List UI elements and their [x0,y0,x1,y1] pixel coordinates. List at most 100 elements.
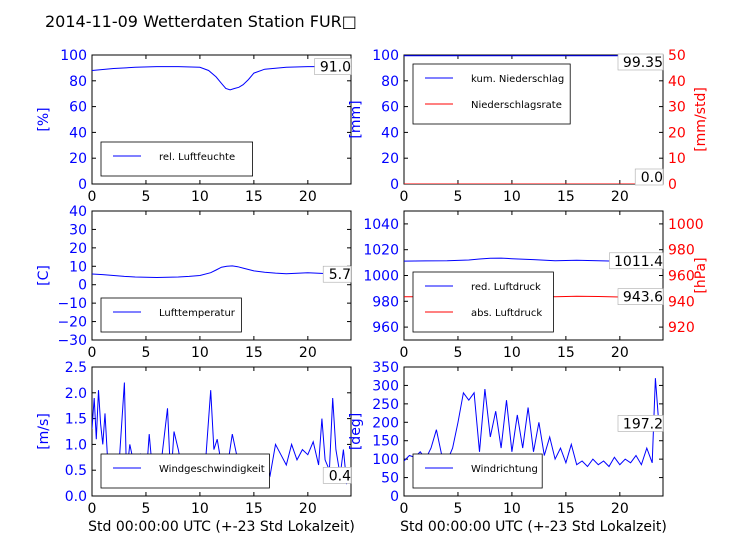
y-axis-label: [C] [36,265,52,286]
legend-label: rel. Luftfeuchte [159,152,235,163]
series-group [92,265,351,279]
x-tick-label: 10 [191,345,209,361]
x-tick-label: 10 [503,501,521,517]
y-tick-label: 1.0 [65,437,87,453]
x-tick-label: 5 [453,189,462,205]
y-tick-label: 300 [372,378,399,394]
x-tick-label: 15 [557,189,575,205]
x-tick-label: 15 [557,345,575,361]
last-value: 99.35 [623,55,663,71]
legend: kum. Niederschlag Niederschlagsrate [412,63,571,125]
series-group [92,382,351,486]
y2-tick-label: 960 [668,269,695,285]
y-tick-label: 20 [381,151,399,167]
last-value: 0.4 [329,468,351,484]
y2-tick-label: 50 [668,48,686,64]
y-tick-label: 200 [372,415,399,431]
last-value: 5.7 [329,267,351,283]
y-tick-label: 30 [69,222,87,238]
y-tick-label: 0 [78,177,87,193]
y2-tick-label: 0 [668,177,677,193]
y-tick-label: 80 [381,74,399,90]
series-line [92,66,351,91]
y-tick-label: −20 [57,315,87,331]
x-tick-label: 0 [88,501,97,517]
legend: rel. Luftfeuchte [100,141,254,177]
x-axis-label: Std 00:00:00 UTC (+-23 Std Lokalzeit) [400,519,667,535]
x-tick-label: 5 [141,501,150,517]
x-tick-label: 0 [400,345,409,361]
y-axis-label: [mm] [348,100,364,138]
x-tick-label: 0 [88,189,97,205]
x-tick-label: 20 [299,501,317,517]
y-tick-label: 1040 [363,217,399,233]
y-axis-label: [m/s] [36,413,52,450]
y2-tick-label: 20 [668,125,686,141]
series-group [92,66,351,91]
x-tick-label: 20 [611,345,629,361]
panel-pressure: 0 5 10 15 20 960 980 1000 1020 1040 920 940 960 980 10… [363,210,709,361]
y-tick-label: 1.5 [65,412,87,428]
legend-box [100,141,254,177]
x-tick-label: 15 [245,345,263,361]
y-tick-label: 0 [390,489,399,505]
y-tick-label: 60 [381,100,399,116]
y-axis-label: [%] [36,107,52,131]
y-tick-label: 60 [69,100,87,116]
y-tick-label: 150 [372,434,399,450]
legend-label: abs. Luftdruck [471,308,542,319]
y2-axis-label: [hPa] [693,257,709,293]
x-tick-label: 0 [400,501,409,517]
figure-title: 2014-11-09 Wetterdaten Station FUR□ [45,12,357,31]
legend-box [412,63,571,125]
y-tick-label: 250 [372,397,399,413]
y-tick-label: 40 [381,125,399,141]
y-tick-label: 0 [390,177,399,193]
x-tick-label: 20 [611,189,629,205]
legend: Windgeschwindigkeit [100,453,270,489]
series-line [92,382,351,486]
x-axis-label: Std 00:00:00 UTC (+-23 Std Lokalzeit) [88,519,355,535]
x-tick-label: 10 [503,345,521,361]
x-tick-label: 15 [245,189,263,205]
y-tick-label: 0 [78,278,87,294]
series-line [92,265,351,279]
legend: Lufttemperatur [100,297,242,333]
legend-label: kum. Niederschlag [471,74,564,85]
legend-label: Windrichtung [471,464,538,475]
x-tick-label: 5 [453,501,462,517]
last-value: 197.2 [623,416,663,432]
legend-label: Windgeschwindigkeit [159,464,265,475]
x-tick-label: 5 [141,189,150,205]
panel-temperature: 0 5 10 15 20 −30 −20 −10 0 10 20 30 40 [C] Lufttempera… [36,204,352,361]
y-tick-label: −30 [57,333,87,349]
x-tick-label: 20 [299,189,317,205]
x-tick-label: 0 [88,345,97,361]
y2-tick-label: 920 [668,320,695,336]
last-value: 91.0 [320,60,351,76]
y-tick-label: 2.0 [65,386,87,402]
y-tick-label: 0.5 [65,463,87,479]
y-tick-label: −10 [57,296,87,312]
panel-humidity: 0 5 10 15 20 0 20 40 60 80 100 [%] rel. Luftfeuchte 9… [36,48,352,205]
x-tick-label: 10 [191,189,209,205]
y-tick-label: 50 [381,471,399,487]
x-tick-label: 20 [299,345,317,361]
last-value-2-box [634,168,664,186]
y-tick-label: 980 [372,294,399,310]
legend-box [412,453,543,489]
legend-label: Lufttemperatur [159,308,236,319]
y-tick-label: 100 [372,48,399,64]
y-tick-label: 40 [69,125,87,141]
y-tick-label: 2.5 [65,360,87,376]
last-value-box [617,53,664,71]
y2-tick-label: 1000 [668,217,704,233]
y2-axis-label: [mm/std] [693,87,709,152]
y-tick-label: 350 [372,360,399,376]
last-value-box [322,265,352,283]
legend-label: red. Luftdruck [471,282,541,293]
x-tick-label: 10 [191,501,209,517]
legend-box [100,453,270,489]
legend: red. Luftdruck abs. Luftdruck [412,271,554,333]
